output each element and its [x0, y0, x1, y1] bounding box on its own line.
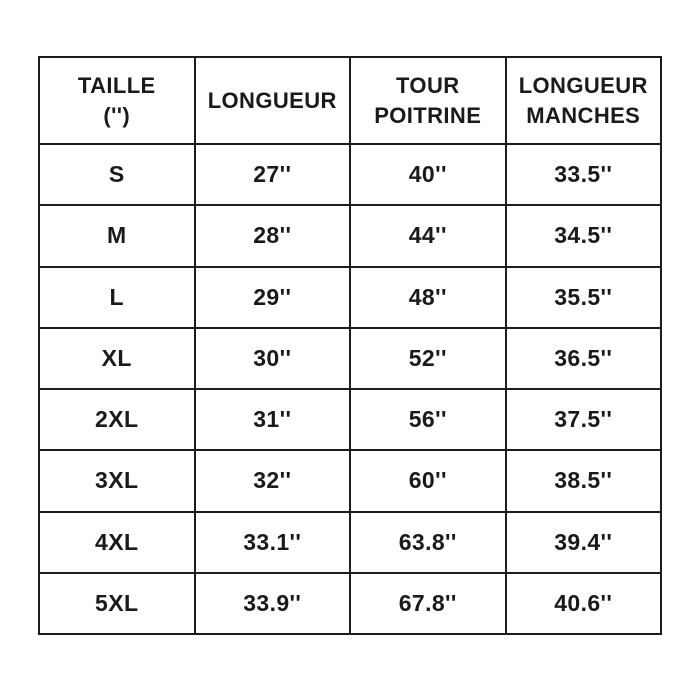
size-label-cell: M	[38, 204, 196, 268]
length-cell: 27''	[193, 142, 351, 207]
size-label-cell: 2XL	[38, 387, 196, 452]
sleeve-cell: 34.5''	[504, 204, 662, 268]
size-label-cell: XL	[38, 326, 196, 391]
length-cell: 28''	[193, 204, 351, 268]
length-cell: 29''	[193, 265, 351, 329]
chest-cell: 56''	[349, 387, 507, 452]
chest-cell: 63.8''	[349, 510, 507, 574]
length-cell: 33.9''	[193, 571, 351, 636]
size-label-cell: 4XL	[38, 510, 196, 574]
table-row-l: L 29'' 48'' 35.5''	[38, 265, 662, 329]
chest-cell: 60''	[349, 449, 507, 513]
header-cell-tour-poitrine: TOUR POITRINE	[349, 56, 507, 145]
header-line: POITRINE	[374, 102, 482, 128]
sleeve-cell: 36.5''	[504, 326, 662, 391]
sleeve-cell: 37.5''	[504, 387, 662, 452]
header-line: LONGUEUR	[518, 73, 648, 99]
sleeve-cell: 38.5''	[504, 449, 662, 513]
header-line: ('')	[103, 102, 131, 128]
table-row-4xl: 4XL 33.1'' 63.8'' 39.4''	[38, 510, 662, 574]
table-row-s: S 27'' 40'' 33.5''	[38, 142, 662, 207]
header-line: LONGUEUR	[207, 87, 337, 113]
chest-cell: 40''	[349, 142, 507, 207]
size-label-cell: 5XL	[38, 571, 196, 636]
header-row: TAILLE ('') LONGUEUR TOUR POITRINE LONGU…	[38, 56, 662, 145]
sleeve-cell: 40.6''	[504, 571, 662, 636]
length-cell: 30''	[193, 326, 351, 391]
table-row-2xl: 2XL 31'' 56'' 37.5''	[38, 387, 662, 452]
header-line: TOUR	[395, 73, 460, 99]
length-cell: 33.1''	[193, 510, 351, 574]
table-row-3xl: 3XL 32'' 60'' 38.5''	[38, 449, 662, 513]
header-cell-taille: TAILLE ('')	[38, 56, 196, 145]
table-row-m: M 28'' 44'' 34.5''	[38, 204, 662, 268]
size-label-cell: S	[38, 142, 196, 207]
header-line: MANCHES	[526, 102, 641, 128]
table-row-5xl: 5XL 33.9'' 67.8'' 40.6''	[38, 571, 662, 636]
table-row-xl: XL 30'' 52'' 36.5''	[38, 326, 662, 391]
length-cell: 31''	[193, 387, 351, 452]
size-label-cell: 3XL	[38, 449, 196, 513]
chest-cell: 52''	[349, 326, 507, 391]
chest-cell: 44''	[349, 204, 507, 268]
table-body: S 27'' 40'' 33.5'' M 28'' 44'' 34.5'' L …	[38, 142, 662, 636]
size-chart-table: TAILLE ('') LONGUEUR TOUR POITRINE LONGU…	[38, 56, 662, 636]
sleeve-cell: 39.4''	[504, 510, 662, 574]
size-label-cell: L	[38, 265, 196, 329]
sleeve-cell: 35.5''	[504, 265, 662, 329]
header-line: TAILLE	[77, 73, 156, 99]
header-cell-longueur: LONGUEUR	[193, 56, 351, 145]
length-cell: 32''	[193, 449, 351, 513]
chest-cell: 48''	[349, 265, 507, 329]
header-cell-longueur-manches: LONGUEUR MANCHES	[504, 56, 662, 145]
sleeve-cell: 33.5''	[504, 142, 662, 207]
chest-cell: 67.8''	[349, 571, 507, 636]
table-header: TAILLE ('') LONGUEUR TOUR POITRINE LONGU…	[38, 56, 662, 145]
